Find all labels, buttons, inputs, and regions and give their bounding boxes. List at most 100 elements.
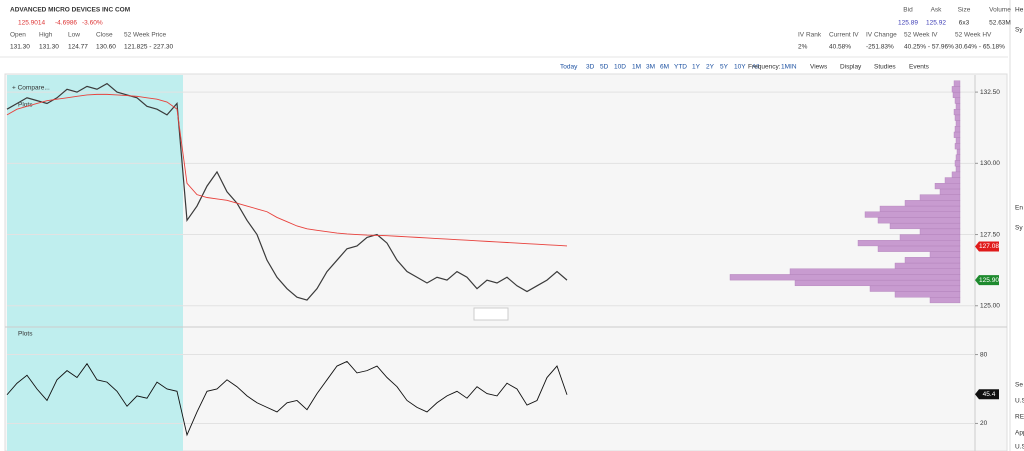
iv-label: IV Rank — [798, 32, 822, 39]
menu-button[interactable]: Display — [840, 64, 862, 71]
volume-profile-bar — [944, 177, 961, 184]
zoom-control[interactable] — [473, 307, 509, 321]
compare-button[interactable]: + Compare... — [12, 85, 50, 92]
sidebar-text: Sy — [1015, 225, 1023, 232]
range-button[interactable]: 1Y — [692, 64, 701, 71]
volume-profile-bar — [929, 251, 961, 258]
price-tag-label: 127.08 — [979, 243, 999, 250]
volume-profile-bar — [955, 154, 961, 161]
range-button[interactable]: Today — [560, 64, 578, 71]
quote-value: 125.89 — [898, 20, 918, 27]
iv-value: 30.64% - 65.18% — [955, 44, 1005, 51]
series-line — [6, 93, 568, 247]
last-price: 125.9014 — [18, 20, 45, 27]
volume-profile-bar — [794, 279, 961, 287]
plots-toggle[interactable]: Plots — [18, 102, 33, 109]
volume-profile-bar — [864, 211, 961, 218]
symbol-title: ADVANCED MICRO DEVICES INC COM — [10, 7, 130, 14]
menu-button[interactable]: Events — [909, 64, 930, 71]
volume-profile-bar — [954, 114, 961, 121]
y-tick-label: 20 — [980, 420, 988, 427]
range-button[interactable]: 3D — [586, 64, 595, 71]
plots-toggle[interactable]: Plots — [18, 331, 33, 338]
volume-profile-bar — [789, 268, 961, 275]
stat-label: Close — [96, 32, 113, 39]
price-tag — [975, 241, 999, 252]
stat-value: 131.30 — [10, 44, 30, 51]
stat-value: 124.77 — [68, 44, 88, 51]
quote-value: 125.92 — [926, 20, 946, 27]
stat-value: 130.60 — [96, 44, 116, 51]
stat-label: Open — [10, 32, 26, 39]
sidebar-text: U.S — [1015, 444, 1024, 451]
volume-profile-bar — [879, 205, 961, 212]
premarket-shade — [7, 75, 183, 451]
price-tag-label: 45.4 — [983, 391, 996, 398]
price-tag-label: 125.90 — [979, 277, 999, 284]
volume-profile-bar — [877, 245, 961, 252]
iv-label: IV Change — [866, 32, 897, 39]
range-button[interactable]: 2Y — [706, 64, 715, 71]
sidebar-text: Se — [1015, 382, 1023, 389]
iv-label: Current IV — [829, 32, 859, 39]
series-line — [6, 82, 568, 301]
volume-profile-bar — [952, 91, 961, 98]
volume-profile-bar — [877, 217, 961, 224]
sidebar-text: App — [1015, 430, 1024, 437]
quote-value: 52.63M — [989, 20, 1011, 27]
iv-label: 52 Week HV — [955, 32, 992, 39]
volume-profile-bar — [889, 222, 961, 230]
sidebar-text: En — [1015, 205, 1023, 212]
volume-profile-bar — [894, 262, 961, 269]
range-button[interactable]: 1M — [632, 64, 641, 71]
stat-label: 52 Week Price — [124, 32, 167, 39]
range-button[interactable]: All — [752, 64, 760, 71]
sidebar-text: U.S — [1015, 398, 1024, 405]
range-button[interactable]: YTD — [674, 64, 687, 71]
y-tick-label: 80 — [980, 351, 988, 358]
iv-value: -251.83% — [866, 44, 894, 51]
volume-profile-bar — [934, 183, 961, 190]
volume-profile-bar — [919, 228, 961, 235]
volume-profile-bar — [857, 240, 961, 247]
change: -4.6986 — [55, 20, 77, 27]
range-button[interactable]: 3M — [646, 64, 655, 71]
menu-button[interactable]: Studies — [874, 64, 896, 71]
iv-value: 2% — [798, 44, 808, 51]
range-button[interactable]: 10Y — [734, 64, 746, 71]
stat-value: 131.30 — [39, 44, 59, 51]
volume-profile-bar — [954, 126, 961, 133]
price-tag — [975, 275, 999, 286]
volume-profile-bar — [904, 200, 961, 207]
range-button[interactable]: 10D — [614, 64, 626, 71]
volume-profile-bar — [899, 234, 961, 241]
stat-value: 121.825 - 227.30 — [124, 44, 174, 51]
iv-value: 40.25% - 57.96% — [904, 44, 954, 51]
y-tick-label: 125.00 — [980, 302, 1000, 309]
volume-profile-bar — [953, 108, 961, 116]
volume-profile-bar — [954, 143, 961, 150]
range-button[interactable]: 5D — [600, 64, 609, 71]
sidebar-text: REa — [1015, 414, 1024, 421]
volume-profile-bar — [953, 80, 961, 87]
series-line — [6, 360, 568, 437]
price-tag — [975, 389, 999, 400]
sidebar-text: Sy — [1015, 27, 1023, 34]
volume-profile-bar — [954, 97, 961, 104]
range-button[interactable]: 6M — [660, 64, 669, 71]
sidebar-text: He — [1015, 7, 1024, 14]
quote-label: Bid — [903, 7, 913, 14]
volume-profile-bar — [955, 103, 961, 110]
menu-button[interactable]: Views — [810, 64, 828, 71]
volume-profile-bar — [955, 120, 961, 127]
quote-label: Ask — [931, 7, 943, 14]
volume-profile-bar — [955, 165, 961, 173]
range-button[interactable]: 5Y — [720, 64, 729, 71]
change-pct: -3.60% — [82, 20, 103, 27]
volume-profile-bar — [894, 291, 961, 298]
frequency-value[interactable]: 1MIN — [781, 64, 797, 71]
volume-profile-bar — [919, 194, 961, 201]
y-tick-label: 130.00 — [980, 160, 1000, 167]
iv-value: 40.58% — [829, 44, 851, 51]
